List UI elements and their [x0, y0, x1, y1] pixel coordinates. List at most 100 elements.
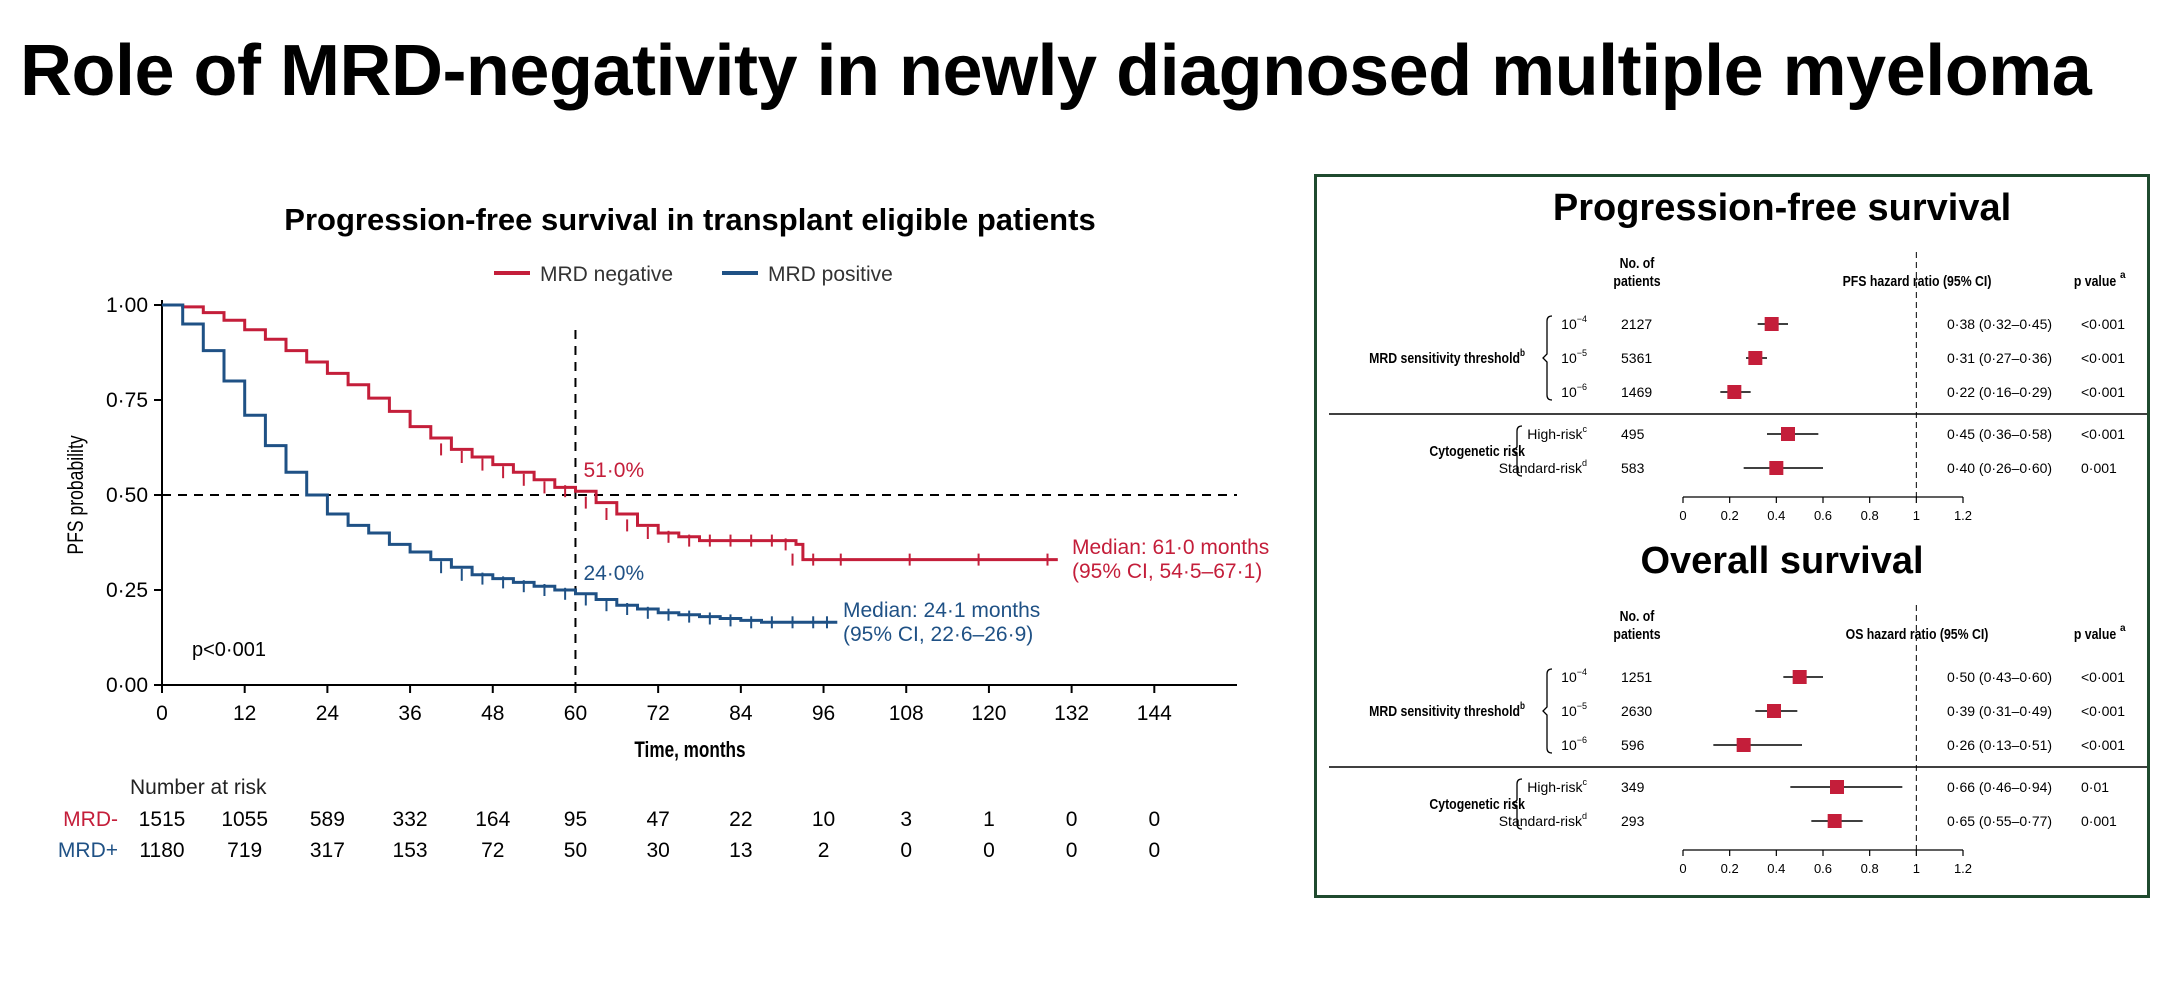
os-group-brace	[1542, 668, 1553, 754]
pfs-group-label: MRD sensitivity thresholdb	[1369, 347, 1525, 366]
risk-cell: 30	[646, 839, 669, 862]
risk-cell: 0	[1148, 839, 1160, 862]
os-row-n: 293	[1621, 813, 1645, 829]
x-tick-label: 0	[156, 702, 168, 725]
x-tick-label: 12	[233, 702, 256, 725]
km-chart: Progression-free survival in transplant …	[58, 202, 1269, 862]
pfs-forest-title: Progression-free survival	[1553, 187, 2011, 229]
forest-plot-panel: Progression-free survival No. of patients P…	[1314, 174, 2150, 898]
legend-label-mrd-positive: MRD positive	[768, 263, 893, 286]
pfs-x-tick-label: 0.2	[1721, 508, 1739, 523]
os-group-brace	[1512, 778, 1523, 830]
os-row-label: High-riskc	[1527, 777, 1587, 795]
pfs-col-n-line1: No. of	[1620, 255, 1655, 271]
pfs-row-n: 1469	[1621, 384, 1652, 400]
os-row-n: 349	[1621, 779, 1645, 795]
risk-cell: 0	[1148, 808, 1160, 831]
pfs-group-label: Cytogenetic risk	[1429, 443, 1525, 459]
risk-cell: 589	[310, 808, 345, 831]
pfs-row-label: 10−6	[1561, 382, 1587, 400]
risk-cell: 2	[818, 839, 830, 862]
pfs-group-brace	[1512, 425, 1523, 477]
os-row-label: 10−5	[1561, 701, 1587, 719]
os-x-tick-label: 1	[1913, 861, 1920, 876]
x-tick-label: 144	[1137, 702, 1172, 725]
pfs-row-ci: 0·31 (0·27–0·36)	[1947, 350, 2052, 366]
pfs-col-n-line2: patients	[1613, 273, 1660, 289]
x-tick-label: 96	[812, 702, 835, 725]
pfs-group-brace	[1542, 315, 1553, 401]
pfs-x-tick-label: 0.6	[1814, 508, 1832, 523]
pfs-col-hr: PFS hazard ratio (95% CI)	[1843, 273, 1992, 289]
os-row-n: 596	[1621, 737, 1645, 753]
risk-table-header: Number at risk	[130, 776, 267, 799]
os-hr-marker	[1767, 704, 1781, 718]
risk-cell: 0	[1066, 808, 1078, 831]
pfs-x-tick-label: 1	[1913, 508, 1920, 523]
x-tick-label: 84	[729, 702, 753, 725]
pfs-hr-marker	[1764, 317, 1779, 331]
x-tick-label: 60	[564, 702, 587, 725]
risk-cell: 1055	[221, 808, 268, 831]
os-row-ci: 0·66 (0·46–0·94)	[1947, 779, 2052, 795]
os-x-tick-label: 0.4	[1767, 861, 1785, 876]
os-x-tick-label: 0.2	[1721, 861, 1739, 876]
pfs-row-ci: 0·45 (0·36–0·58)	[1947, 426, 2052, 442]
risk-cell: 719	[227, 839, 262, 862]
median-neg-label-line1: Median: 61·0 months	[1072, 536, 1269, 559]
os-col-n-line2: patients	[1613, 626, 1660, 642]
os-row-label: 10−6	[1561, 735, 1587, 753]
os-x-tick-label: 1.2	[1954, 861, 1972, 876]
pfs-row-p: <0·001	[2081, 384, 2125, 400]
pfs-row-n: 5361	[1621, 350, 1652, 366]
risk-cell: 164	[475, 808, 510, 831]
pfs-row-label: High-riskc	[1527, 424, 1587, 442]
x-axis-label: Time, months	[634, 738, 745, 763]
x-tick-label: 108	[889, 702, 924, 725]
x-tick-label: 48	[481, 702, 504, 725]
os-row-n: 1251	[1621, 669, 1652, 685]
risk-cell: 1	[983, 808, 995, 831]
risk-cell: 95	[564, 808, 587, 831]
risk-cell: 0	[900, 839, 912, 862]
y-tick-label: 0·75	[106, 389, 148, 412]
pfs-row-n: 495	[1621, 426, 1645, 442]
risk-cell: 72	[481, 839, 504, 862]
mrd-negative-curve	[162, 303, 1058, 562]
os-x-tick-label: 0.8	[1861, 861, 1879, 876]
pfs-hr-marker	[1727, 385, 1742, 399]
os-row-n: 2630	[1621, 703, 1652, 719]
os-col-p: p value	[2074, 626, 2117, 642]
pfs-x-tick-label: 0.8	[1861, 508, 1879, 523]
x-tick-label: 24	[316, 702, 340, 725]
pfs-row-ci: 0·40 (0·26–0·60)	[1947, 460, 2052, 476]
risk-cell: 50	[564, 839, 587, 862]
pfs-hr-marker	[1781, 427, 1795, 441]
pfs-hr-marker	[1769, 461, 1784, 475]
risk-cell: 317	[310, 839, 345, 862]
os-row-p: <0·001	[2081, 737, 2125, 753]
os-group-label: Cytogenetic risk	[1429, 796, 1525, 812]
risk-cell: 153	[393, 839, 428, 862]
risk-cell: 22	[729, 808, 752, 831]
risk-cell: 0	[1066, 839, 1078, 862]
pfs-row-ci: 0·22 (0·16–0·29)	[1947, 384, 2052, 400]
risk-cell: 1180	[139, 839, 184, 862]
risk-cell: 0	[983, 839, 995, 862]
os-forest-title: Overall survival	[1640, 540, 1923, 582]
os-col-n-line1: No. of	[1620, 608, 1655, 624]
pfs-row-p: <0·001	[2081, 316, 2125, 332]
pfs-hr-marker	[1748, 351, 1763, 365]
os-col-p-sup: a	[2120, 623, 2126, 634]
risk-cell: 47	[646, 808, 669, 831]
pfs-row-p: 0·001	[2081, 460, 2117, 476]
pfs-row-label: 10−5	[1561, 348, 1587, 366]
risk-row-label: MRD+	[58, 839, 118, 862]
risk-row-label: MRD-	[63, 808, 118, 831]
os-row-ci: 0·50 (0·43–0·60)	[1947, 669, 2052, 685]
os-row-ci: 0·65 (0·55–0·77)	[1947, 813, 2052, 829]
median-pos-label-line2: (95% CI, 22·6–26·9)	[843, 623, 1033, 646]
forest-plots: Progression-free survival No. of patients P…	[1329, 187, 2147, 876]
mrd-positive-curve	[162, 303, 838, 624]
os-row-label: 10−4	[1561, 667, 1587, 685]
